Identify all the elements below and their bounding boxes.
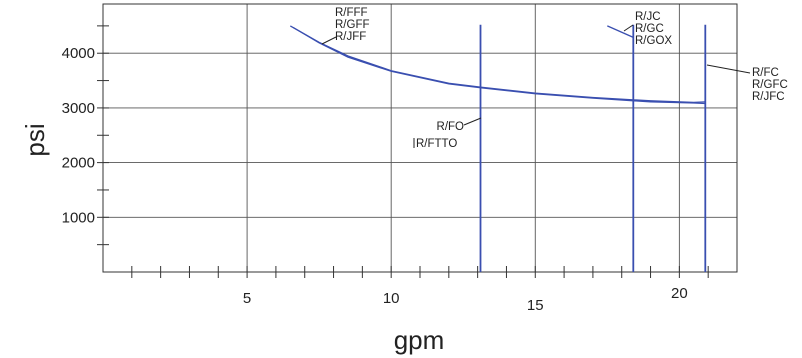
annotation-leader (321, 36, 337, 45)
annotation-label: R/JFF (335, 31, 366, 43)
y-tick-label: 3000 (62, 100, 95, 117)
x-tick-label: 5 (243, 290, 251, 307)
y-tick-label: 4000 (62, 45, 95, 62)
annotation-label: R/FTTO (416, 138, 457, 150)
annotation-label: R/GOX (635, 35, 672, 47)
annotation-leader (463, 117, 482, 126)
axes (102, 3, 738, 273)
y-tick-label: 1000 (62, 209, 95, 226)
annotation-label: R/FFF (335, 7, 368, 19)
annotation-label: R/JFC (752, 91, 785, 103)
annotation-label: R/FC (752, 67, 779, 79)
plot-frame (102, 3, 738, 273)
annotation-label: R/JC (635, 11, 661, 23)
x-tick-label: 10 (383, 290, 400, 307)
annotation-leader (706, 64, 751, 74)
y-axis-title: psi (20, 123, 50, 156)
series (289, 24, 707, 272)
y-tick-label: 2000 (62, 155, 95, 172)
series-line (607, 25, 634, 38)
annotation-label: R/GFC (752, 79, 788, 91)
annotation-label: R/FO (437, 121, 465, 133)
grid (103, 4, 737, 272)
annotation-label: R/GC (635, 23, 664, 35)
annotation-leader (623, 24, 634, 32)
x-axis-title: gpm (394, 325, 445, 355)
x-tick-label: 15 (527, 297, 544, 314)
x-tick-label: 20 (671, 285, 688, 302)
annotation-label: R/GFF (335, 19, 370, 31)
